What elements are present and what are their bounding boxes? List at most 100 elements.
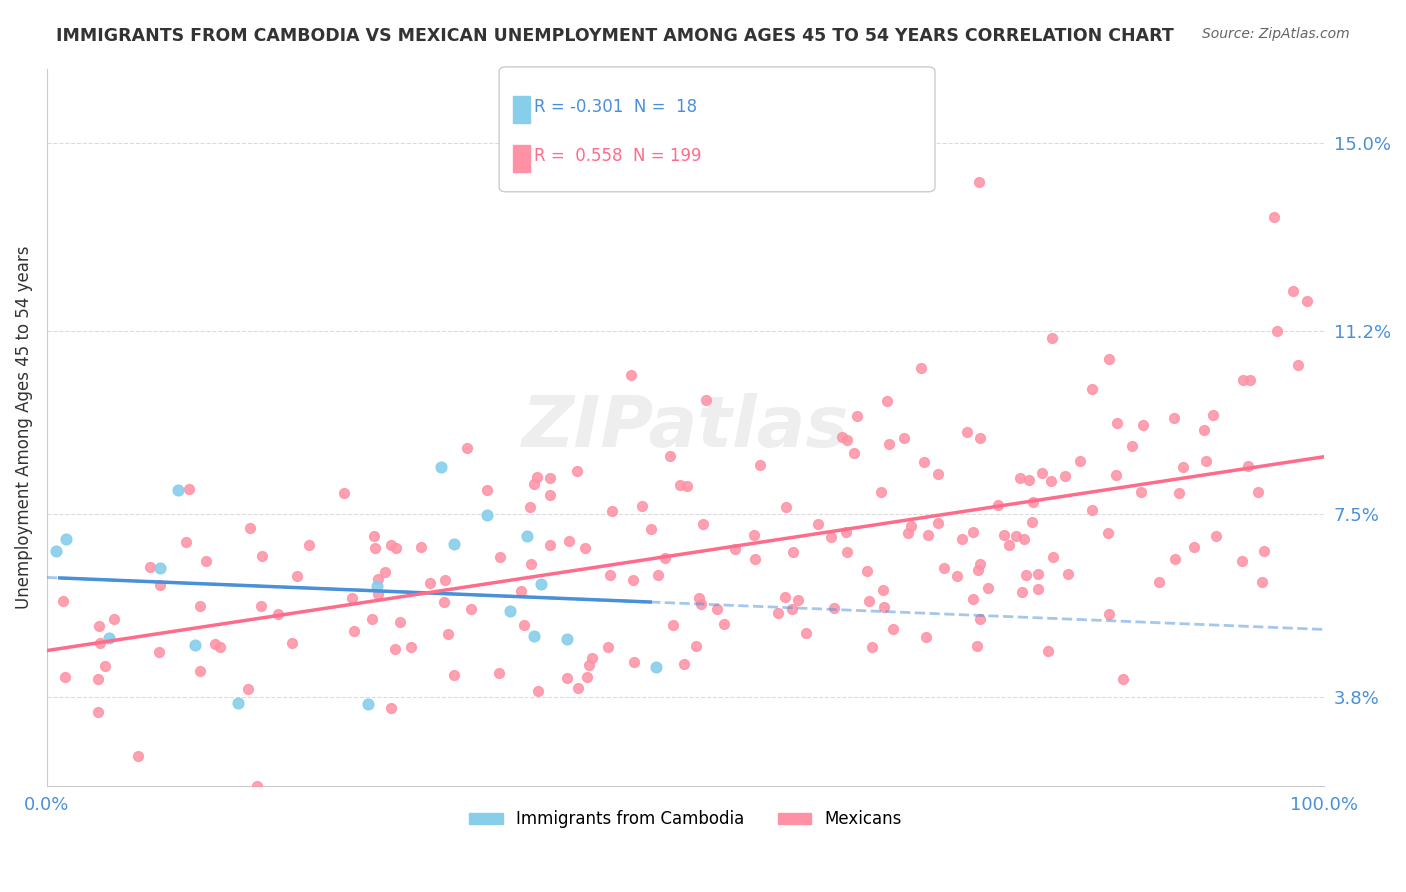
Point	[139, 559, 162, 574]
Point	[419, 575, 441, 590]
Point	[1038, 643, 1060, 657]
Point	[429, 460, 451, 475]
Point	[659, 449, 682, 463]
Point	[685, 639, 707, 653]
Point	[557, 672, 579, 686]
Point	[343, 624, 366, 638]
Point	[837, 545, 859, 559]
Point	[1069, 454, 1091, 468]
Point	[1247, 485, 1270, 500]
Point	[204, 636, 226, 650]
Point	[870, 485, 893, 500]
Point	[1202, 409, 1225, 423]
Point	[820, 530, 842, 544]
Point	[1296, 293, 1319, 308]
Point	[443, 668, 465, 682]
Point	[966, 563, 988, 577]
Point	[872, 582, 894, 597]
Point	[598, 640, 620, 654]
Point	[915, 630, 938, 644]
Point	[1163, 410, 1185, 425]
Point	[893, 431, 915, 445]
Point	[917, 528, 939, 542]
Point	[209, 640, 232, 654]
Point	[519, 500, 541, 515]
Point	[52, 594, 75, 608]
Point	[436, 627, 458, 641]
Point	[621, 573, 644, 587]
Point	[298, 538, 321, 552]
Point	[1282, 284, 1305, 298]
Point	[195, 554, 218, 568]
Point	[1012, 532, 1035, 546]
Point	[706, 602, 728, 616]
Point	[285, 569, 308, 583]
Point	[882, 622, 904, 636]
Point	[526, 469, 548, 483]
Point	[433, 574, 456, 588]
Point	[744, 528, 766, 542]
Point	[538, 487, 561, 501]
Point	[748, 458, 770, 473]
Text: ZIPatlas: ZIPatlas	[522, 392, 849, 462]
Point	[520, 558, 543, 572]
Point	[647, 567, 669, 582]
Point	[87, 672, 110, 686]
Point	[578, 657, 600, 672]
Point	[380, 701, 402, 715]
Point	[523, 629, 546, 643]
Point	[53, 670, 76, 684]
Point	[807, 516, 830, 531]
Point	[993, 528, 1015, 542]
Point	[456, 441, 478, 455]
Point	[1171, 459, 1194, 474]
Point	[876, 393, 898, 408]
Point	[103, 612, 125, 626]
Point	[877, 437, 900, 451]
Point	[775, 500, 797, 515]
Point	[668, 478, 690, 492]
Point	[724, 541, 747, 556]
Point	[966, 639, 988, 653]
Point	[1263, 210, 1285, 224]
Point	[912, 455, 935, 469]
Point	[460, 602, 482, 616]
Point	[512, 618, 534, 632]
Point	[640, 522, 662, 536]
Point	[389, 615, 412, 630]
Point	[555, 632, 578, 647]
Point	[1040, 475, 1063, 489]
Point	[855, 564, 877, 578]
Point	[934, 561, 956, 575]
Point	[488, 665, 510, 680]
Point	[127, 748, 149, 763]
Point	[498, 604, 520, 618]
Point	[332, 485, 354, 500]
Point	[475, 508, 498, 522]
Point	[900, 518, 922, 533]
Point	[897, 526, 920, 541]
Point	[962, 524, 984, 539]
Point	[1129, 484, 1152, 499]
Point	[384, 642, 406, 657]
Point	[1098, 607, 1121, 621]
Point	[1081, 503, 1104, 517]
Point	[744, 551, 766, 566]
Point	[148, 644, 170, 658]
Point	[98, 631, 121, 645]
Point	[246, 779, 269, 793]
Point	[385, 541, 408, 556]
Point	[695, 393, 717, 408]
Point	[956, 425, 979, 440]
Point	[1015, 568, 1038, 582]
Point	[1081, 382, 1104, 396]
Point	[516, 529, 538, 543]
Point	[661, 618, 683, 632]
Point	[773, 591, 796, 605]
Point	[676, 479, 699, 493]
Point	[174, 535, 197, 549]
Point	[688, 591, 710, 606]
Point	[1253, 544, 1275, 558]
Point	[1040, 331, 1063, 345]
Point	[987, 498, 1010, 512]
